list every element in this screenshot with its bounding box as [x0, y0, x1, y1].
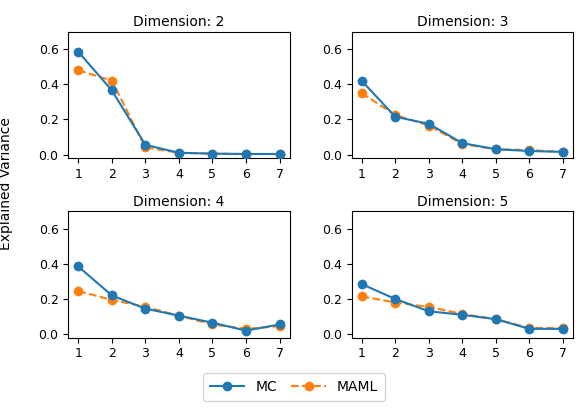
Title: Dimension: 2: Dimension: 2 [133, 15, 225, 29]
Title: Dimension: 4: Dimension: 4 [133, 195, 225, 208]
Title: Dimension: 5: Dimension: 5 [417, 195, 508, 208]
Legend: MC, MAML: MC, MAML [203, 373, 385, 401]
Title: Dimension: 3: Dimension: 3 [417, 15, 508, 29]
Text: Explained Variance: Explained Variance [0, 117, 13, 250]
